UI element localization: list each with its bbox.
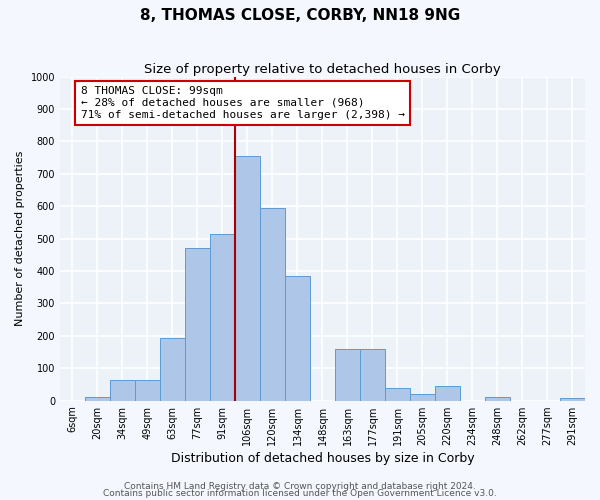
Title: Size of property relative to detached houses in Corby: Size of property relative to detached ho… [144,62,501,76]
X-axis label: Distribution of detached houses by size in Corby: Distribution of detached houses by size … [170,452,474,465]
Bar [260,208,285,400]
Bar [160,338,185,400]
Bar [285,276,310,400]
Bar [560,398,585,400]
Bar [385,388,410,400]
Bar [210,234,235,400]
Bar [185,248,210,400]
Text: 8 THOMAS CLOSE: 99sqm
← 28% of detached houses are smaller (968)
71% of semi-det: 8 THOMAS CLOSE: 99sqm ← 28% of detached … [81,86,405,120]
Bar [435,386,460,400]
Bar [335,350,360,401]
Bar [410,394,435,400]
Bar [110,380,135,400]
Text: Contains HM Land Registry data © Crown copyright and database right 2024.: Contains HM Land Registry data © Crown c… [124,482,476,491]
Bar [360,350,385,401]
Bar [135,380,160,400]
Y-axis label: Number of detached properties: Number of detached properties [15,151,25,326]
Text: Contains public sector information licensed under the Open Government Licence v3: Contains public sector information licen… [103,489,497,498]
Bar [485,398,510,400]
Text: 8, THOMAS CLOSE, CORBY, NN18 9NG: 8, THOMAS CLOSE, CORBY, NN18 9NG [140,8,460,22]
Bar [235,156,260,400]
Bar [85,397,110,400]
